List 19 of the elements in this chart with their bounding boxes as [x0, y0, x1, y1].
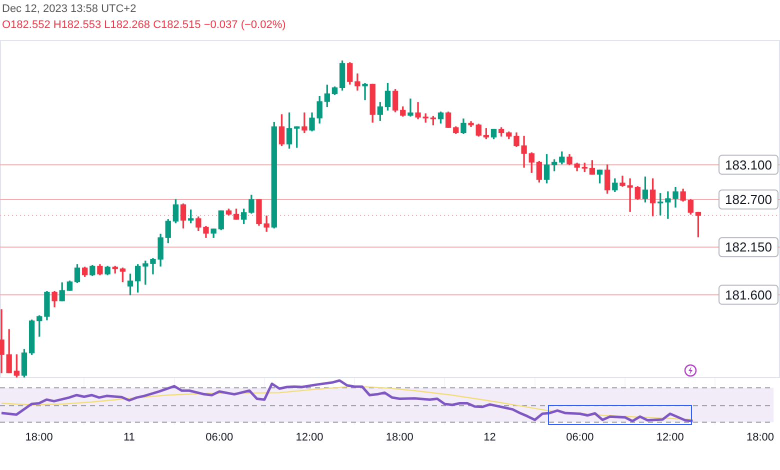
candlestick — [362, 83, 368, 100]
x-tick-label: 12:00 — [656, 431, 684, 444]
candlestick — [0, 309, 4, 374]
candlestick — [302, 112, 308, 134]
x-tick-label: 12:00 — [296, 431, 324, 444]
chart-subtitle: O182.552 H182.553 L182.268 C182.515 −0.037 (−0.02%) — [2, 19, 286, 31]
x-tick-label: 12 — [484, 431, 496, 444]
y-tick-label: 181.600 — [725, 287, 772, 302]
x-tick-label: 18:00 — [25, 431, 53, 444]
chart-title: Dec 12, 2023 13:58 UTC+2 — [2, 3, 136, 15]
candlestick — [408, 98, 414, 117]
y-tick-label: 182.700 — [725, 192, 772, 208]
x-tick-label: 06:00 — [206, 431, 234, 444]
x-tick-label: 11 — [124, 431, 135, 444]
x-tick-label: 06:00 — [566, 431, 594, 444]
y-tick-label: 182.150 — [725, 240, 772, 255]
x-tick-label: 18:00 — [746, 431, 774, 444]
y-tick-label: 183.100 — [725, 157, 772, 172]
x-tick-label: 18:00 — [386, 431, 414, 444]
